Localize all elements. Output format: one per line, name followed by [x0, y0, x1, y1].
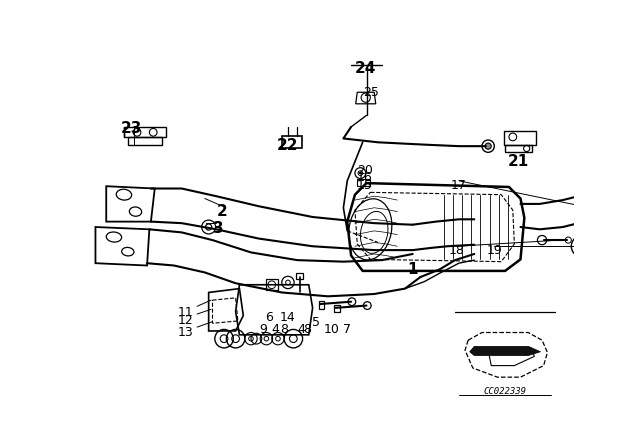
Text: 2: 2	[217, 204, 228, 219]
Text: 15: 15	[357, 178, 373, 191]
Text: 20: 20	[357, 164, 373, 177]
Text: 18: 18	[449, 244, 465, 257]
Text: 22: 22	[277, 138, 299, 154]
Text: 13: 13	[178, 326, 193, 339]
Text: 14: 14	[280, 311, 296, 324]
Text: 6: 6	[266, 311, 273, 324]
Text: 8: 8	[303, 323, 311, 336]
Text: 24: 24	[355, 61, 376, 77]
Text: 10: 10	[324, 323, 340, 336]
Text: 19: 19	[486, 244, 502, 257]
Text: 4: 4	[272, 323, 280, 336]
Text: 4: 4	[297, 323, 305, 336]
Text: 8: 8	[280, 323, 288, 336]
Text: 12: 12	[178, 314, 193, 327]
Text: 3: 3	[212, 221, 223, 236]
Text: 23: 23	[121, 121, 142, 136]
Text: 21: 21	[508, 154, 529, 169]
Text: 1: 1	[408, 262, 418, 277]
Circle shape	[485, 143, 492, 149]
Text: 11: 11	[178, 306, 193, 319]
Text: 9: 9	[259, 323, 268, 336]
Polygon shape	[470, 346, 541, 356]
Text: 7: 7	[343, 323, 351, 336]
Text: 17: 17	[451, 178, 467, 191]
Text: 25: 25	[363, 86, 379, 99]
Text: CC022339: CC022339	[484, 387, 527, 396]
Text: 16: 16	[357, 171, 373, 184]
Text: 5: 5	[312, 315, 320, 328]
